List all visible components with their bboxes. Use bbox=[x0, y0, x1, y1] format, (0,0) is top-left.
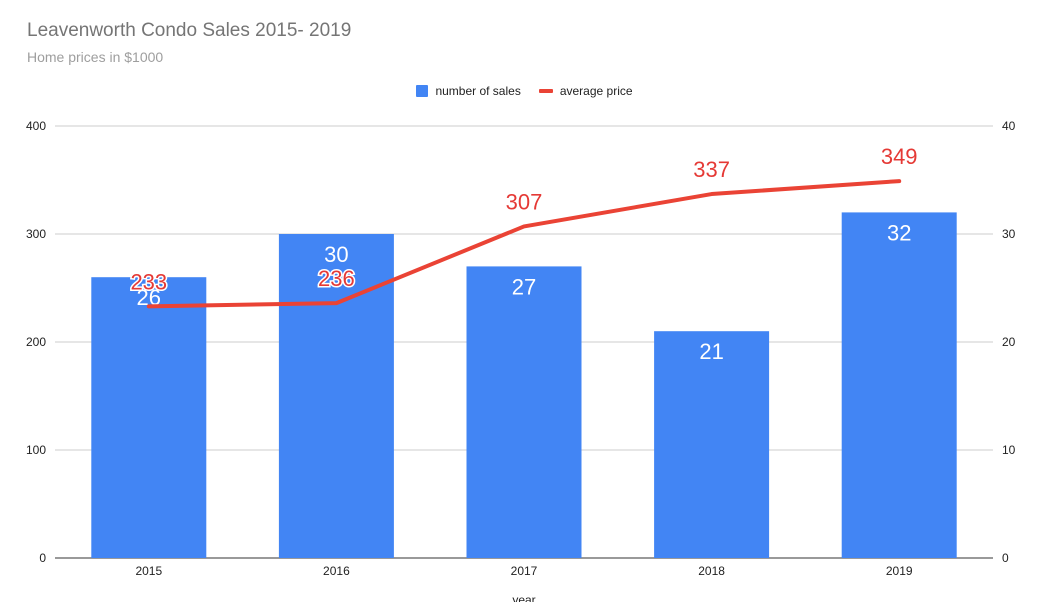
right-tick-label: 20 bbox=[1002, 335, 1016, 349]
chart-title: Leavenworth Condo Sales 2015- 2019 bbox=[27, 20, 352, 41]
bar bbox=[841, 212, 957, 558]
bar-data-label: 21 bbox=[699, 339, 723, 364]
bar-data-label: 32 bbox=[887, 220, 911, 245]
right-tick-label: 10 bbox=[1002, 443, 1016, 457]
line-data-label: 349 bbox=[881, 144, 918, 169]
bar bbox=[466, 266, 582, 558]
legend-item-price[interactable]: average price bbox=[538, 84, 633, 98]
x-tick-label: 2019 bbox=[886, 564, 913, 578]
right-tick-label: 0 bbox=[1002, 551, 1009, 565]
line-data-label: 236 bbox=[318, 266, 355, 291]
right-tick-label: 40 bbox=[1002, 119, 1016, 133]
x-tick-label: 2015 bbox=[135, 564, 162, 578]
legend-label-sales: number of sales bbox=[435, 84, 521, 98]
line-data-label: 337 bbox=[693, 157, 730, 182]
bar bbox=[91, 277, 207, 558]
left-tick-label: 200 bbox=[26, 335, 46, 349]
left-tick-label: 400 bbox=[26, 119, 46, 133]
bar bbox=[654, 331, 770, 558]
bar-data-label: 27 bbox=[512, 274, 536, 299]
line-series bbox=[146, 179, 902, 309]
line-data-label: 233 bbox=[130, 269, 167, 294]
left-tick-label: 0 bbox=[39, 551, 46, 565]
left-tick-label: 100 bbox=[26, 443, 46, 457]
x-tick-label: 2017 bbox=[511, 564, 538, 578]
x-tick-label: 2016 bbox=[323, 564, 350, 578]
legend-swatch-sales bbox=[416, 85, 429, 97]
left-tick-label: 300 bbox=[26, 227, 46, 241]
legend: number of sales average price bbox=[0, 84, 1049, 98]
legend-label-price: average price bbox=[559, 84, 633, 98]
chart-subtitle: Home prices in $1000 bbox=[27, 49, 164, 65]
x-tick-label: 2018 bbox=[698, 564, 725, 578]
legend-swatch-price bbox=[538, 89, 553, 93]
x-axis-title: year bbox=[512, 593, 535, 602]
legend-item-sales[interactable]: number of sales bbox=[416, 84, 521, 98]
right-tick-label: 30 bbox=[1002, 227, 1016, 241]
bar-data-label: 30 bbox=[324, 242, 348, 267]
line-data-label: 307 bbox=[506, 189, 543, 214]
